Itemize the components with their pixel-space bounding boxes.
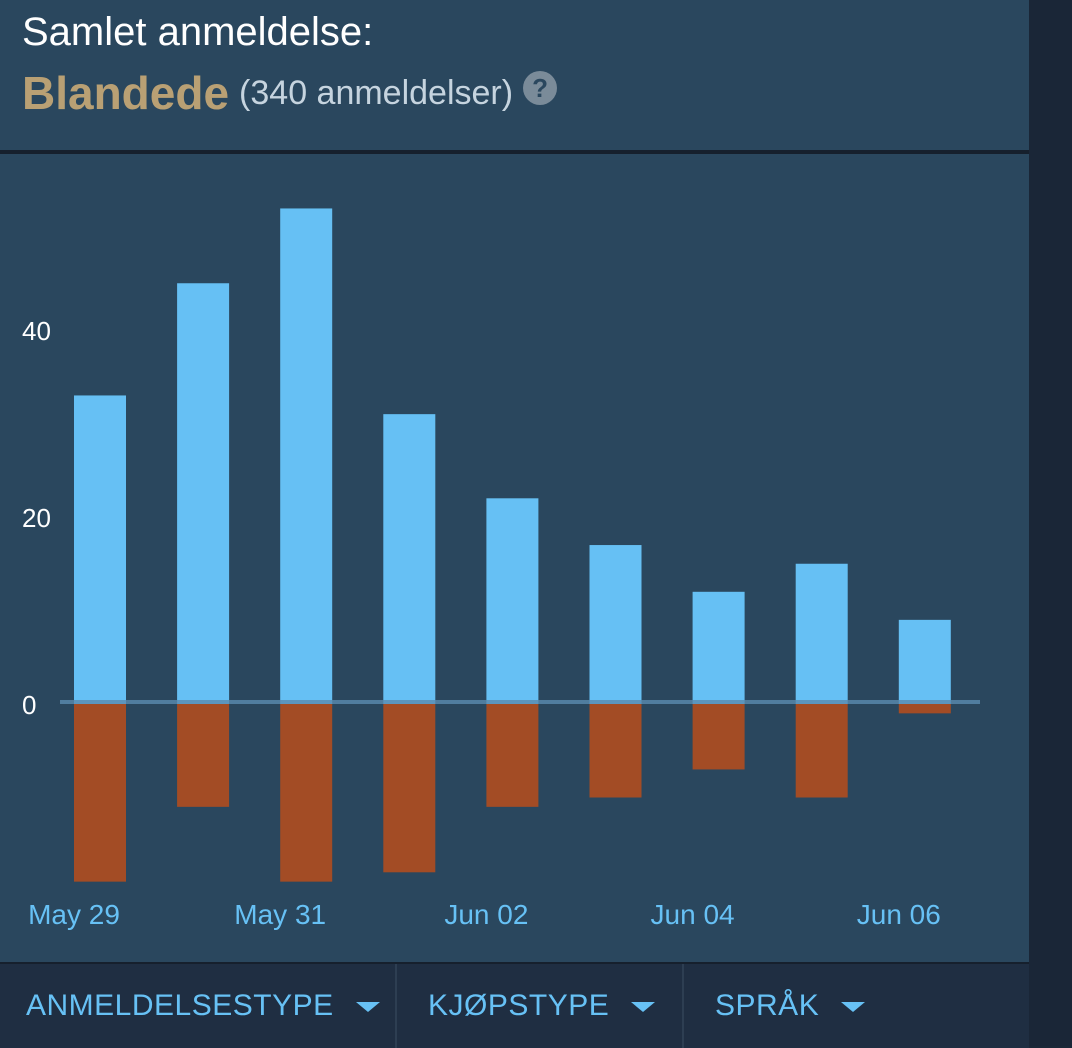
negative-bar[interactable] (486, 704, 539, 807)
overall-rating[interactable]: Blandede (22, 67, 230, 119)
review-summary: Samlet anmeldelse: Blandede (340 anmelde… (0, 0, 1029, 150)
negative-bar[interactable] (898, 704, 951, 714)
positive-bar[interactable] (795, 563, 848, 704)
x-tick-label: Jun 04 (651, 899, 735, 930)
positive-bar[interactable] (589, 545, 642, 704)
filter-divider (395, 964, 397, 1048)
summary-rating-line: Blandede (340 anmeldelser) ? (22, 66, 558, 120)
filter-review-type-label: ANMELDELSESTYPE (26, 989, 334, 1022)
positive-bar[interactable] (692, 591, 745, 704)
positive-bar[interactable] (383, 414, 436, 704)
negative-bar[interactable] (280, 704, 333, 882)
y-tick-label: 0 (22, 690, 36, 720)
x-tick-label: Jun 02 (444, 899, 528, 930)
positive-bar[interactable] (177, 283, 230, 704)
filter-language[interactable]: SPRÅK (715, 964, 866, 1048)
positive-bar[interactable] (280, 208, 333, 704)
filter-purchase-type[interactable]: KJØPSTYPE (428, 964, 656, 1048)
histogram-chart: 0 20 40 May 29 May 31 Jun 02 Jun 04 Jun 06 (22, 208, 980, 930)
caret-down-icon (841, 1002, 866, 1012)
caret-down-icon (355, 1002, 380, 1012)
positive-bar[interactable] (74, 395, 126, 704)
y-tick-label: 20 (22, 503, 51, 533)
filter-review-type[interactable]: ANMELDELSESTYPE (26, 964, 380, 1048)
negative-bar[interactable] (795, 704, 848, 798)
negative-bar[interactable] (692, 704, 745, 770)
negative-bar[interactable] (383, 704, 436, 873)
x-tick-label: Jun 06 (857, 899, 941, 930)
negative-bar[interactable] (177, 704, 230, 807)
negative-bar[interactable] (589, 704, 642, 798)
positive-bar[interactable] (898, 619, 951, 704)
filter-purchase-type-label: KJØPSTYPE (428, 989, 610, 1022)
x-tick-label: May 29 (28, 899, 120, 930)
help-icon[interactable]: ? (523, 71, 558, 105)
y-tick-label: 40 (22, 316, 51, 346)
summary-heading: Samlet anmeldelse: (22, 10, 374, 54)
filter-divider (682, 964, 684, 1048)
caret-down-icon (631, 1002, 656, 1012)
x-tick-label: May 31 (234, 899, 326, 930)
divider (0, 150, 1029, 154)
filter-bar: ANMELDELSESTYPE KJØPSTYPE SPRÅK (0, 962, 1029, 1048)
positive-bar[interactable] (486, 498, 539, 704)
review-histogram: 0 20 40 May 29 May 31 Jun 02 Jun 04 Jun 06 (0, 154, 1029, 962)
review-count: (340 anmeldelser) (239, 73, 514, 112)
page-background-strip (1029, 0, 1072, 1046)
filter-language-label: SPRÅK (715, 989, 820, 1022)
negative-bar[interactable] (74, 704, 126, 882)
